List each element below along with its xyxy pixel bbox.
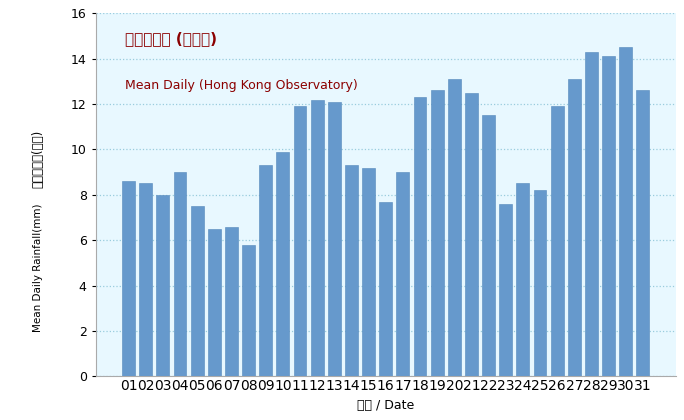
Bar [534, 190, 547, 376]
Bar [362, 168, 375, 376]
Bar [551, 106, 564, 376]
Bar [568, 79, 581, 376]
Bar [602, 56, 615, 376]
Bar [157, 195, 169, 376]
Bar [414, 97, 426, 376]
Text: Mean Daily Rainfall(mm): Mean Daily Rainfall(mm) [33, 203, 43, 332]
Bar [499, 204, 512, 376]
Bar [380, 202, 392, 376]
Bar [276, 152, 289, 376]
X-axis label: 日期 / Date: 日期 / Date [357, 399, 415, 412]
Bar [636, 90, 649, 376]
Bar [397, 172, 409, 376]
Text: 平均日雨量(毫米): 平均日雨量(毫米) [31, 129, 44, 188]
Bar [242, 245, 255, 376]
Bar [465, 93, 478, 376]
Text: Mean Daily (Hong Kong Observatory): Mean Daily (Hong Kong Observatory) [124, 79, 358, 92]
Bar [431, 90, 444, 376]
Bar [225, 227, 238, 376]
Bar [208, 229, 221, 376]
Bar [311, 100, 324, 376]
Bar [448, 79, 461, 376]
Bar [122, 181, 135, 376]
Bar [619, 47, 632, 376]
Bar [328, 102, 341, 376]
Bar [345, 165, 358, 376]
Bar [293, 106, 306, 376]
Bar [191, 206, 204, 376]
Bar [174, 172, 187, 376]
Bar [516, 184, 529, 376]
Bar [140, 184, 152, 376]
Bar [585, 52, 598, 376]
Bar [259, 165, 272, 376]
Text: 平均日雨量 (天文台): 平均日雨量 (天文台) [124, 32, 217, 47]
Bar [482, 116, 495, 376]
